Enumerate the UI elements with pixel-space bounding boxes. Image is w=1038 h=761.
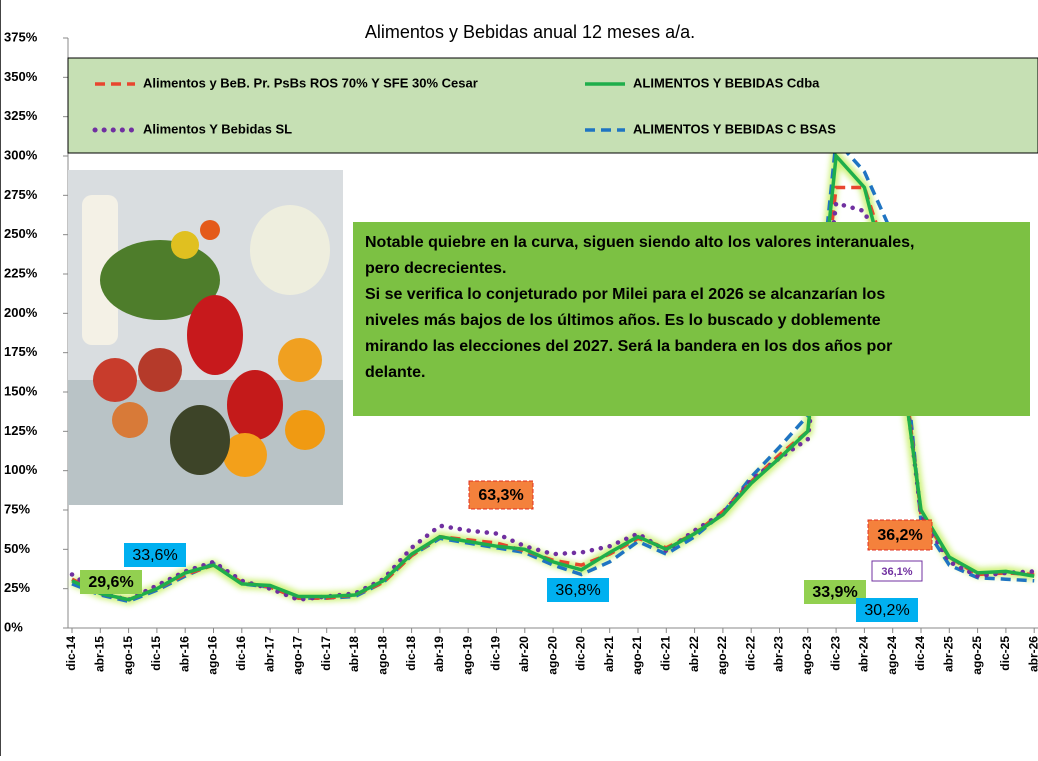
y-tick-label: 175% <box>4 344 38 359</box>
chart-title: Alimentos y Bebidas anual 12 meses a/a. <box>365 22 695 42</box>
y-tick-label: 75% <box>4 501 30 516</box>
x-tick-label: abr-26 <box>1026 636 1038 672</box>
x-tick-label: dic-21 <box>658 636 672 671</box>
annotation: 29,6% <box>88 574 133 591</box>
x-tick-label: dic-20 <box>574 636 588 671</box>
x-tick-label: abr-18 <box>347 636 361 672</box>
x-tick-label: dic-16 <box>234 636 248 671</box>
note-line: niveles más bajos de los últimos años. E… <box>365 312 881 329</box>
x-tick-label: dic-14 <box>64 636 78 671</box>
legend <box>68 58 1038 153</box>
x-tick-label: ago-20 <box>545 636 559 675</box>
note-line: pero decrecientes. <box>365 260 506 277</box>
x-tick-label: abr-25 <box>941 636 955 672</box>
annotation: 36,2% <box>877 527 922 544</box>
y-tick-label: 225% <box>4 265 38 280</box>
x-tick-label: ago-25 <box>970 636 984 675</box>
x-tick-label: dic-23 <box>828 636 842 671</box>
chart: Alimentos y Bebidas anual 12 meses a/a. … <box>0 0 1038 756</box>
x-tick-label: abr-15 <box>92 636 106 672</box>
x-tick-label: ago-15 <box>121 636 135 675</box>
x-tick-label: ago-17 <box>291 636 305 675</box>
y-tick-label: 25% <box>4 580 30 595</box>
legend-label: Alimentos Y Bebidas SL <box>143 121 292 136</box>
x-tick-label: ago-24 <box>885 636 899 675</box>
y-tick-label: 275% <box>4 187 38 202</box>
x-tick-label: ago-22 <box>715 636 729 675</box>
x-tick-label: ago-19 <box>460 636 474 675</box>
note-line: delante. <box>365 364 425 381</box>
annotation: 33,6% <box>132 547 177 564</box>
x-tick-label: ago-18 <box>375 636 389 675</box>
annotation: 33,9% <box>812 584 857 601</box>
x-tick-label: abr-21 <box>602 636 616 672</box>
x-tick-label: dic-19 <box>489 636 503 671</box>
annotation: 30,2% <box>864 602 909 619</box>
y-tick-label: 150% <box>4 383 38 398</box>
y-tick-label: 200% <box>4 305 38 320</box>
x-tick-label: abr-20 <box>517 636 531 672</box>
x-tick-label: ago-16 <box>206 636 220 675</box>
annotation: 36,8% <box>555 582 600 599</box>
x-tick-label: ago-23 <box>800 636 814 675</box>
photo <box>68 170 343 505</box>
legend-label: ALIMENTOS Y BEBIDAS C BSAS <box>633 121 836 136</box>
y-tick-label: 350% <box>4 69 38 84</box>
y-tick-label: 125% <box>4 423 38 438</box>
x-tick-label: abr-22 <box>687 636 701 672</box>
y-tick-label: 250% <box>4 226 38 241</box>
y-tick-label: 300% <box>4 147 38 162</box>
x-tick-label: abr-24 <box>857 636 871 672</box>
y-tick-label: 50% <box>4 541 30 556</box>
note-line: Notable quiebre en la curva, siguen sien… <box>365 234 915 251</box>
legend-label: Alimentos y BeB. Pr. PsBs ROS 70% Y SFE … <box>143 75 478 90</box>
y-tick-label: 375% <box>4 29 38 44</box>
legend-label: ALIMENTOS Y BEBIDAS Cdba <box>633 75 820 90</box>
x-tick-label: abr-19 <box>432 636 446 672</box>
x-tick-label: dic-18 <box>404 636 418 671</box>
annotation: 36,1% <box>881 566 912 578</box>
x-tick-label: dic-17 <box>319 636 333 671</box>
x-tick-label: dic-15 <box>149 636 163 671</box>
y-tick-label: 100% <box>4 462 38 477</box>
x-tick-label: ago-21 <box>630 636 644 675</box>
x-tick-label: abr-16 <box>177 636 191 672</box>
x-tick-label: abr-17 <box>262 636 276 672</box>
y-tick-label: 0% <box>4 619 23 634</box>
x-tick-label: abr-23 <box>772 636 786 672</box>
x-tick-label: dic-22 <box>743 636 757 671</box>
note-line: mirando las elecciones del 2027. Será la… <box>365 338 892 355</box>
x-tick-label: dic-24 <box>913 636 927 671</box>
annotation: 63,3% <box>478 487 523 504</box>
x-tick-label: dic-25 <box>998 636 1012 671</box>
note-line: Si se verifica lo conjeturado por Milei … <box>365 286 885 303</box>
y-tick-label: 325% <box>4 108 38 123</box>
